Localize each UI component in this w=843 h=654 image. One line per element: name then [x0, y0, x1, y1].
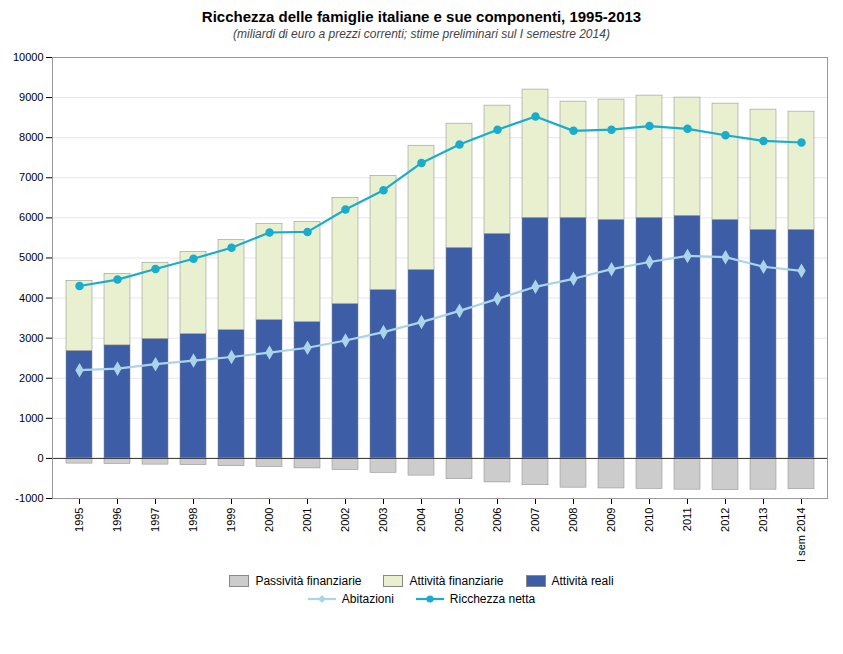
html-text:(miliardi di euro a prezzi cor: (miliardi di euro a prezzi correnti; sti… — [233, 27, 610, 41]
svg-text:2012: 2012 — [719, 508, 731, 532]
svg-text:5000: 5000 — [19, 251, 43, 263]
svg-text:8000: 8000 — [19, 131, 43, 143]
svg-text:4000: 4000 — [19, 292, 43, 304]
svg-text:0: 0 — [37, 452, 43, 464]
svg-text:1997: 1997 — [149, 508, 161, 532]
svg-text:2008: 2008 — [567, 508, 579, 532]
svg-text:2002: 2002 — [339, 508, 351, 532]
html-text:Attività reali: Attività reali — [551, 574, 614, 588]
svg-text:I sem 2014: I sem 2014 — [795, 508, 807, 562]
svg-text:2005: 2005 — [453, 508, 465, 532]
svg-text:7000: 7000 — [19, 171, 43, 183]
svg-text:1998: 1998 — [187, 508, 199, 532]
svg-text:10000: 10000 — [13, 51, 44, 63]
svg-text:2004: 2004 — [415, 508, 427, 532]
svg-text:2011: 2011 — [681, 508, 693, 532]
svg-text:1996: 1996 — [111, 508, 123, 532]
html-text:Attività finanziarie: Attività finanziarie — [409, 574, 504, 588]
html-text:Abitazioni: Abitazioni — [341, 592, 394, 606]
svg-text:2006: 2006 — [491, 508, 503, 532]
svg-text:2001: 2001 — [301, 508, 313, 532]
svg-text:2000: 2000 — [19, 372, 43, 384]
svg-text:9000: 9000 — [19, 91, 43, 103]
html-text:Ricchezza delle famiglie itali: Ricchezza delle famiglie italiane e sue … — [201, 8, 642, 25]
svg-text:2003: 2003 — [377, 508, 389, 532]
svg-text:2010: 2010 — [643, 508, 655, 532]
svg-text:1995: 1995 — [73, 508, 85, 532]
svg-text:2013: 2013 — [757, 508, 769, 532]
html-text:Ricchezza netta: Ricchezza netta — [449, 592, 536, 606]
svg-text:2007: 2007 — [529, 508, 541, 532]
html-text:Passività finanziarie: Passività finanziarie — [255, 574, 362, 588]
svg-text:6000: 6000 — [19, 211, 43, 223]
svg-text:2009: 2009 — [605, 508, 617, 532]
svg-text:2000: 2000 — [263, 508, 275, 532]
svg-text:1000: 1000 — [19, 412, 43, 424]
svg-text:3000: 3000 — [19, 332, 43, 344]
svg-text:1999: 1999 — [225, 508, 237, 532]
svg-text:-1000: -1000 — [15, 492, 43, 504]
